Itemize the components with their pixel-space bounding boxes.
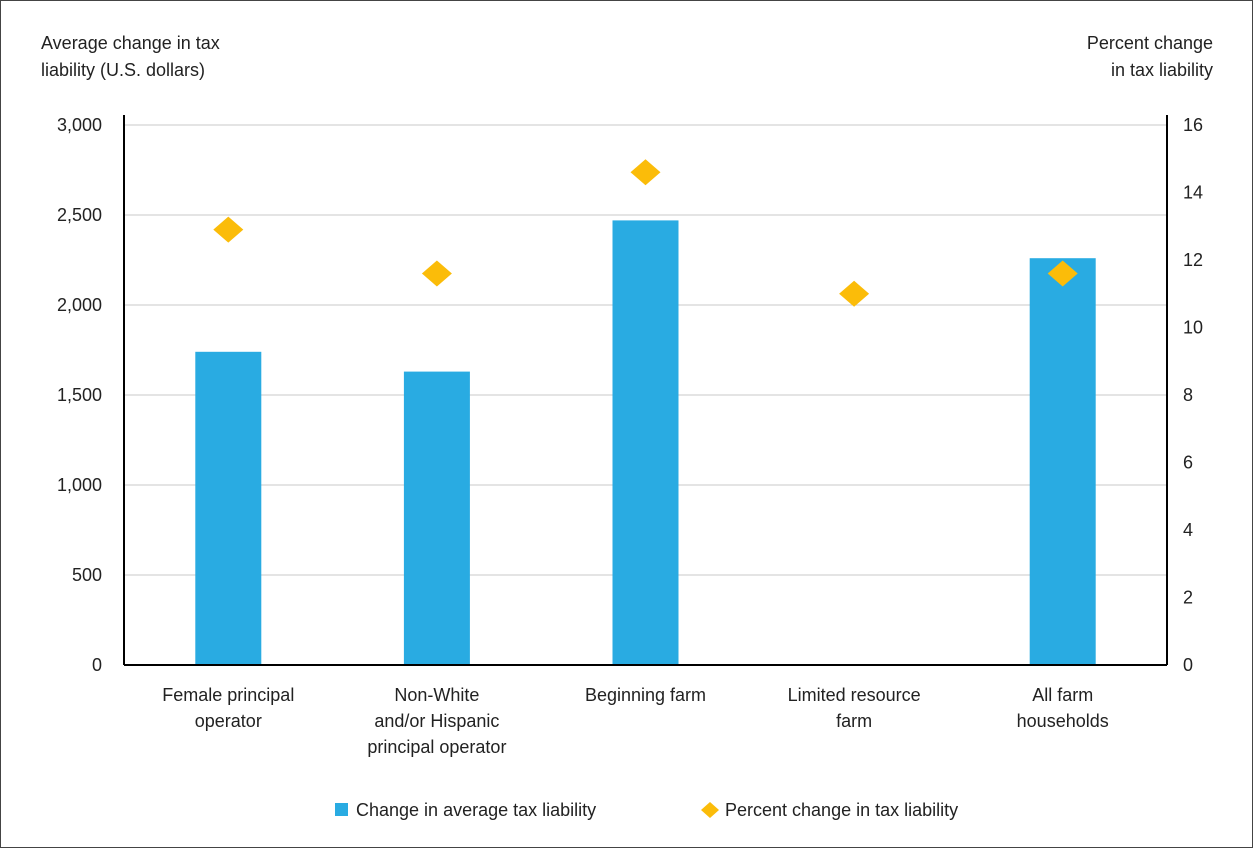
left-axis-tick-label: 1,500	[57, 385, 102, 405]
category-label: principal operator	[367, 737, 506, 757]
left-axis-tick-label: 2,000	[57, 295, 102, 315]
category-label: households	[1017, 711, 1109, 731]
left-axis-tick-label: 0	[92, 655, 102, 675]
bar-3	[612, 220, 679, 665]
category-label: Non-White	[394, 685, 479, 705]
diamond-marker-4	[839, 280, 870, 307]
category-label: All farm	[1032, 685, 1093, 705]
diamond-marker-3	[630, 159, 661, 186]
right-axis-tick-label: 6	[1183, 453, 1193, 473]
category-label: Beginning farm	[585, 685, 706, 705]
diamond-marker-1	[213, 216, 244, 243]
category-label: operator	[195, 711, 262, 731]
right-axis-tick-label: 0	[1183, 655, 1193, 675]
diamond-marker-5	[1047, 260, 1078, 287]
right-axis-tick-label: 2	[1183, 588, 1193, 608]
right-axis-tick-label: 4	[1183, 520, 1193, 540]
bar-5	[1029, 258, 1096, 665]
left-axis-title: Average change in tax	[41, 33, 220, 53]
right-axis-tick-label: 14	[1183, 183, 1203, 203]
diamond-marker-2	[421, 260, 452, 287]
category-label: and/or Hispanic	[374, 711, 499, 731]
legend-swatch-bars	[335, 803, 348, 816]
category-label: farm	[836, 711, 872, 731]
left-axis-tick-label: 1,000	[57, 475, 102, 495]
left-axis-tick-label: 500	[72, 565, 102, 585]
right-axis-tick-label: 10	[1183, 318, 1203, 338]
right-axis-title: Percent change	[1087, 33, 1213, 53]
right-axis-tick-label: 8	[1183, 385, 1193, 405]
right-axis-title: in tax liability	[1111, 60, 1213, 80]
category-label: Female principal	[162, 685, 294, 705]
category-label: Limited resource	[788, 685, 921, 705]
legend-swatch-diamond	[701, 802, 719, 818]
bar-2	[403, 371, 470, 665]
right-axis-tick-label: 12	[1183, 250, 1203, 270]
left-axis-title: liability (U.S. dollars)	[41, 60, 205, 80]
legend-label-diamond: Percent change in tax liability	[725, 800, 958, 820]
left-axis-tick-label: 2,500	[57, 205, 102, 225]
left-axis-tick-label: 3,000	[57, 115, 102, 135]
bar-1	[195, 351, 262, 665]
legend-label-bars: Change in average tax liability	[356, 800, 596, 820]
right-axis-tick-label: 16	[1183, 115, 1203, 135]
